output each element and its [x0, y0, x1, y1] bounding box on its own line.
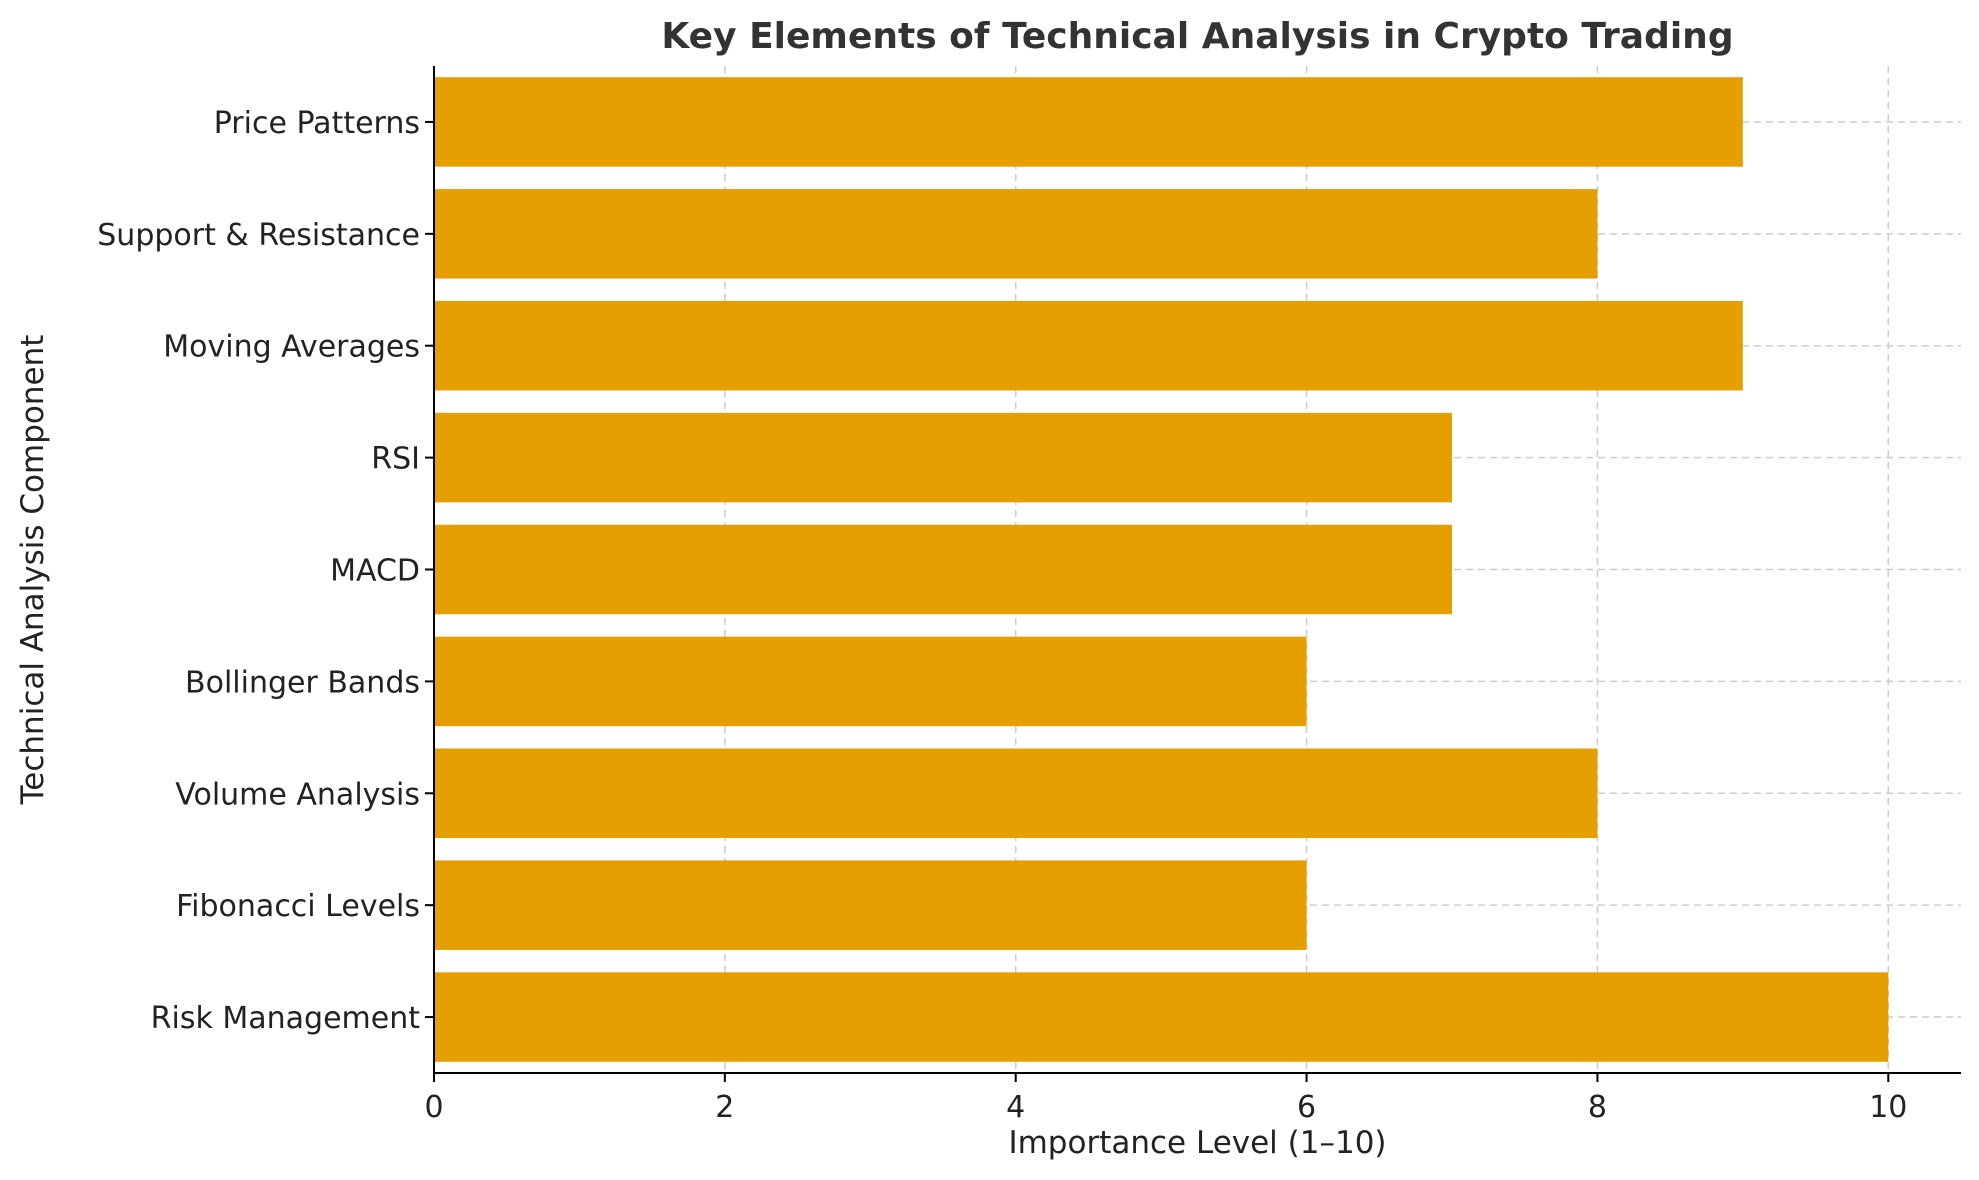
bar-fibonacci-levels — [434, 860, 1307, 950]
bar-risk-management — [434, 972, 1889, 1062]
y-tick-label: Fibonacci Levels — [176, 889, 420, 924]
y-axis-label: Technical Analysis Component — [15, 335, 51, 806]
bar-bollinger-bands — [434, 636, 1307, 727]
x-ticks: 0 2 4 6 8 10 — [424, 1073, 1907, 1125]
bar-volume-analysis — [434, 748, 1598, 839]
x-tick-label: 0 — [424, 1090, 443, 1125]
y-tick-label: Volume Analysis — [175, 777, 420, 812]
y-tick-label: Price Patterns — [214, 106, 420, 141]
x-axis-label: Importance Level (1–10) — [1008, 1125, 1386, 1161]
bar-support-resistance — [434, 189, 1598, 279]
y-tick-label: Moving Averages — [163, 330, 420, 365]
chart-title: Key Elements of Technical Analysis in Cr… — [661, 16, 1733, 57]
y-tick-label: RSI — [371, 442, 420, 477]
x-tick-label: 8 — [1588, 1090, 1607, 1125]
x-tick-label: 4 — [1006, 1090, 1025, 1125]
bar-macd — [434, 524, 1452, 615]
y-tick-label: Risk Management — [151, 1001, 421, 1036]
bar-price-patterns — [434, 77, 1743, 167]
bar-moving-averages — [434, 300, 1743, 391]
bars — [434, 77, 1889, 1062]
x-tick-label: 2 — [715, 1090, 734, 1125]
x-tick-label: 6 — [1297, 1090, 1316, 1125]
y-ticks: Risk Management Fibonacci Levels Volume An… — [97, 106, 434, 1036]
y-tick-label: Support & Resistance — [97, 218, 420, 253]
y-tick-label: Bollinger Bands — [185, 665, 420, 700]
y-tick-label: MACD — [330, 554, 420, 589]
x-tick-label: 10 — [1869, 1090, 1907, 1125]
bar-rsi — [434, 412, 1452, 503]
